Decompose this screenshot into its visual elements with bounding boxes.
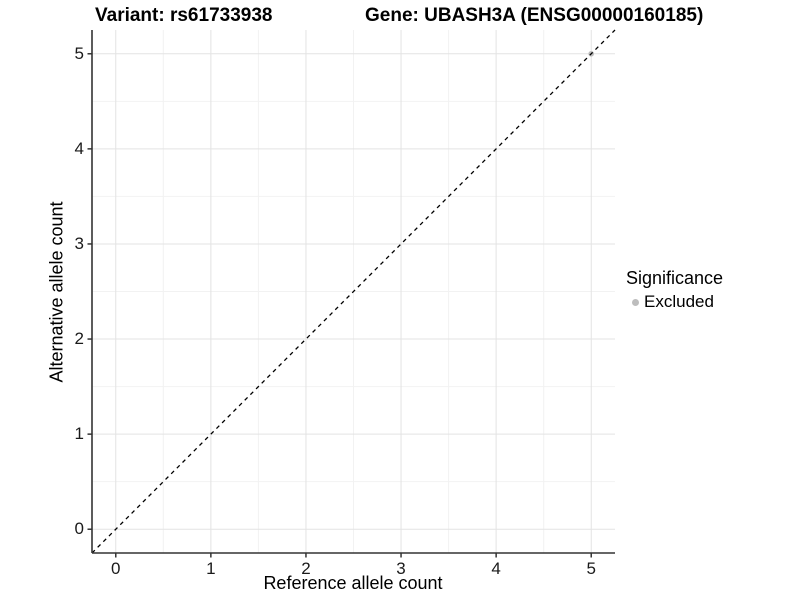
gene-title: Gene: UBASH3A (ENSG00000160185) [365,5,704,26]
y-axis-title: Alternative allele count [46,201,67,383]
identity-reference-line [91,29,616,554]
y-tick-label: 0 [74,519,84,539]
y-tick-label: 3 [74,233,84,253]
y-tick-label: 4 [74,138,84,158]
x-tick-label: 4 [491,559,501,578]
legend-item-excluded: Excluded [626,292,723,312]
x-axis-title: Reference allele count [263,573,443,593]
y-tick-label: 5 [74,43,84,63]
legend-title: Significance [626,268,724,288]
x-tick-label: 2 [301,559,311,578]
excluded-point-icon [632,298,639,306]
x-tick-label: 1 [206,559,216,578]
legend: Significance Excluded [626,268,723,312]
x-tick-label: 0 [111,559,121,578]
variant-title: Variant: rs61733938 [95,5,273,26]
legend-item-label: Excluded [644,292,714,311]
y-tick-label: 2 [74,329,84,349]
x-tick-label: 3 [396,559,406,578]
x-tick-label: 5 [586,559,596,578]
y-tick-label: 1 [74,424,84,444]
